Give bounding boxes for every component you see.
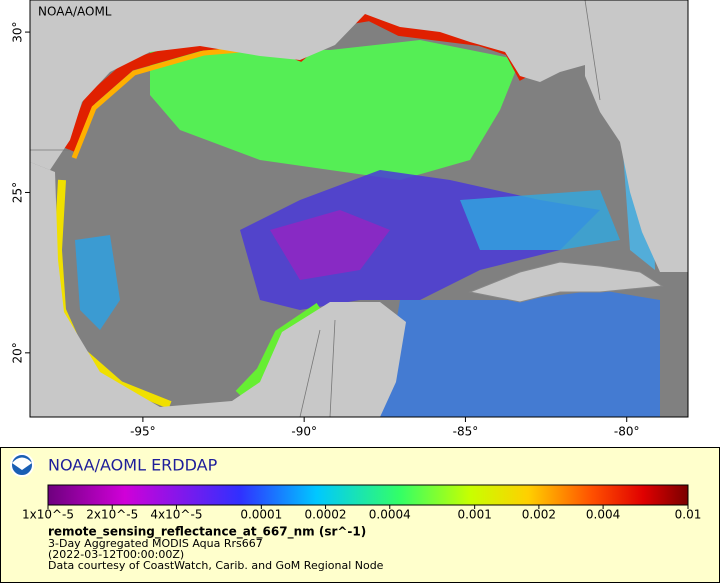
florida-land [585,0,688,272]
west-blue [75,235,120,330]
watermark: NOAA/AOML [38,5,112,19]
noaa-logo-bird [12,457,32,470]
x-tick-label: -90° [291,425,317,439]
legend-box [0,447,720,583]
map-axes: -95° -90° -85° -80° 20° 25° 30° [11,21,640,438]
colorbar-tick-label: 0.0002 [305,508,347,522]
x-tick-label: -95° [130,425,156,439]
map-frame [29,0,689,418]
y-tick-label: 25° [11,182,25,203]
colorbar-tick-label: 0.0001 [240,508,282,522]
y-tick-label: 20° [11,342,25,363]
x-tick-label: -80° [614,425,640,439]
legend-title: NOAA/AOML ERDDAP [48,456,218,475]
colorbar-tick-label: 2x10^-5 [86,508,138,522]
x-tick-label: -85° [453,425,479,439]
colorbar-tick-label: 4x10^-5 [150,508,202,522]
caribbean [380,290,660,417]
colorbar-tick-label: 0.01 [675,508,702,522]
colorbar-tick-label: 1x10^-5 [22,508,74,522]
us-land [30,0,585,170]
colorbar-tick-label: 0.0004 [369,508,411,522]
coastal-orange [71,45,265,159]
mexico-land [30,162,406,417]
map-image [30,0,688,417]
borders [30,0,601,417]
y-tick-label: 30° [11,21,25,42]
cuba-land [468,261,664,303]
blue-patch [460,190,620,250]
colorbar [47,484,689,506]
variable-name: remote_sensing_reflectance_at_667_nm (sr… [48,525,366,540]
legend-line: Data courtesy of CoastWatch, Carib. and … [48,559,384,572]
shelf-green [150,40,520,180]
purple-patch [270,210,390,280]
legend-line: (2022-03-12T00:00:00Z) [48,548,184,561]
colorbar-tick-label: 0.001 [457,508,491,522]
colorbar-axis: 1x10^-5 2x10^-5 4x10^-5 0.0001 0.0002 0.0004 0… [22,505,701,522]
colorbar-tick-label: 0.002 [522,508,556,522]
colorbar-tick-label: 0.004 [586,508,620,522]
legend-line: 3-Day Aggregated MODIS Aqua Rrs667 [48,537,263,550]
